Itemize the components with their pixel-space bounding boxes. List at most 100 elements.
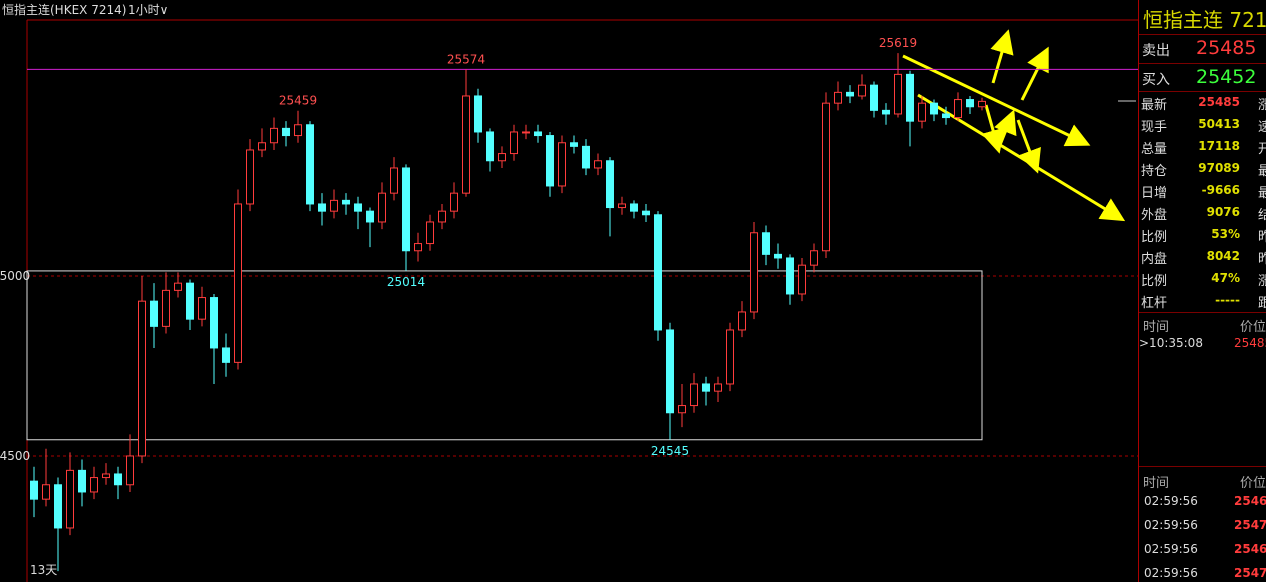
- row-value: 9076: [1206, 205, 1240, 219]
- candle-body: [366, 210, 374, 223]
- candle-body: [942, 113, 950, 119]
- candle-body: [642, 210, 650, 216]
- candle-body: [486, 131, 494, 162]
- row-value: 17118: [1198, 139, 1240, 153]
- row-value: -9666: [1201, 183, 1240, 197]
- candle-body: [150, 300, 158, 327]
- candle-body: [426, 221, 434, 245]
- trade-time: 02:59:56: [1144, 494, 1198, 508]
- candle-body: [870, 84, 878, 111]
- row-value: 53%: [1211, 227, 1240, 241]
- candle-body: [810, 250, 818, 266]
- range-box: [26, 270, 983, 441]
- candle-body: [90, 477, 98, 493]
- candle-body: [858, 84, 866, 97]
- candle-body: [198, 297, 206, 320]
- candle-body: [594, 160, 602, 169]
- row-extra: 昨: [1258, 252, 1266, 267]
- footer-label: 13天: [30, 563, 57, 577]
- candle-body: [186, 282, 194, 320]
- candle-body: [726, 329, 734, 385]
- candle-body: [330, 199, 338, 212]
- trough-label: 25014: [387, 275, 425, 289]
- row-value: -----: [1215, 293, 1240, 307]
- peak-label: 25574: [447, 52, 485, 66]
- bid-label: 买入: [1142, 72, 1170, 88]
- row-label: 最新: [1141, 98, 1168, 113]
- candle-body: [618, 203, 626, 209]
- candle-body: [294, 124, 302, 137]
- row-extra: 结: [1258, 208, 1266, 223]
- candle-body: [114, 473, 122, 486]
- column-header: 时间: [1143, 320, 1170, 335]
- period-selector[interactable]: 1小时∨: [128, 3, 168, 17]
- candle-body: [762, 232, 770, 255]
- bid-price: 25452: [1196, 66, 1257, 88]
- candle-body: [462, 95, 470, 194]
- candle-body: [954, 99, 962, 119]
- row-value: 47%: [1211, 271, 1240, 285]
- candle-body: [930, 102, 938, 115]
- candle-body: [402, 167, 410, 252]
- candle-body: [450, 192, 458, 212]
- quote-title: 恒指主连 7214: [1143, 8, 1266, 32]
- trade-price: 25479: [1234, 566, 1266, 580]
- candle-body: [258, 142, 266, 151]
- column-header: 时间: [1143, 476, 1170, 491]
- peak-label: 25619: [879, 36, 917, 50]
- candle-body: [558, 142, 566, 187]
- row-value: 8042: [1206, 249, 1240, 263]
- trade-time: 02:59:56: [1144, 542, 1198, 556]
- row-label: 外盘: [1141, 208, 1168, 223]
- candle-body: [474, 95, 482, 133]
- row-extra: 昨: [1258, 230, 1266, 245]
- candle-body: [306, 124, 314, 205]
- peak-label: 25459: [279, 94, 317, 108]
- candle-body: [582, 145, 590, 169]
- candle-body: [30, 480, 38, 500]
- candle-body: [534, 131, 542, 137]
- row-value: 25485: [1198, 95, 1240, 109]
- trade-time: 02:59:56: [1144, 518, 1198, 532]
- row-extra: 最: [1258, 164, 1266, 179]
- candle-body: [414, 243, 422, 252]
- row-label: 内盘: [1141, 252, 1168, 267]
- candle-body: [78, 469, 86, 493]
- trough-label: 24545: [651, 444, 689, 458]
- tick-time: >10:35:08: [1139, 336, 1203, 350]
- candle-body: [126, 455, 134, 486]
- row-label: 日增: [1141, 186, 1168, 201]
- candle-body: [918, 102, 926, 122]
- candle-body: [822, 102, 830, 252]
- ask-price: 25485: [1196, 37, 1257, 59]
- row-label: 持仓: [1141, 164, 1168, 179]
- candle-body: [894, 73, 902, 115]
- row-label: 现手: [1141, 120, 1168, 135]
- candle-body: [378, 192, 386, 223]
- trade-price: 25464: [1234, 542, 1266, 556]
- candle-body: [786, 257, 794, 295]
- row-label: 杠杆: [1141, 296, 1168, 311]
- candle-body: [966, 99, 974, 108]
- trade-time: 02:59:56: [1144, 566, 1198, 580]
- candle-body: [282, 127, 290, 137]
- y-tick-label: 25000: [0, 269, 30, 283]
- candle-body: [354, 203, 362, 212]
- column-header: 价位: [1240, 476, 1266, 491]
- row-label: 总量: [1141, 142, 1168, 157]
- candle-body: [690, 383, 698, 407]
- candle-body: [666, 329, 674, 414]
- row-value: 97089: [1198, 161, 1240, 175]
- trade-price: 25479: [1234, 518, 1266, 532]
- candle-body: [522, 131, 530, 134]
- column-header: 价位: [1240, 320, 1266, 335]
- candle-body: [342, 199, 350, 205]
- candle-body: [102, 473, 110, 479]
- candle-body: [222, 347, 230, 363]
- y-tick-label: 24500: [0, 449, 30, 463]
- candle-body: [774, 253, 782, 259]
- symbol: 恒指主连(HKEX 7214): [2, 2, 126, 17]
- candle-body: [750, 232, 758, 313]
- candle-body: [702, 383, 710, 392]
- row-extra: 开: [1258, 142, 1266, 157]
